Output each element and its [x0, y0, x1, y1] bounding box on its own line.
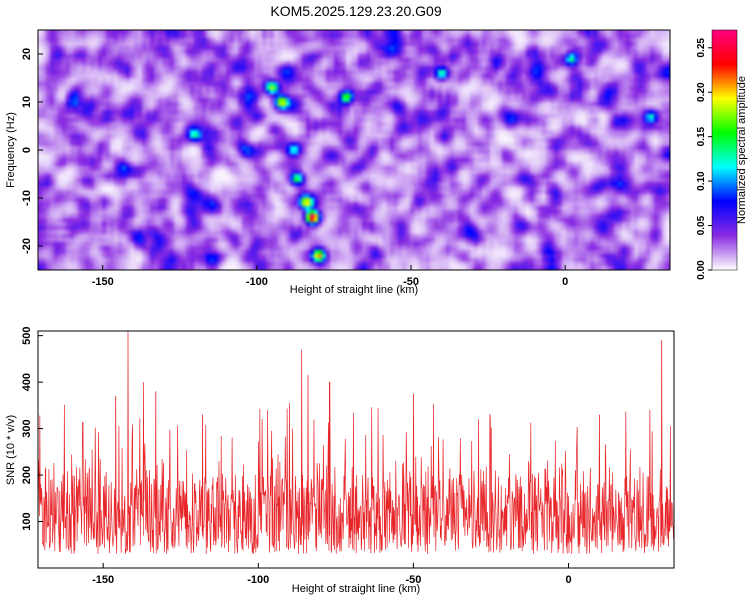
- colorbar-tick-label: 0.00: [696, 260, 707, 280]
- colorbar-scale: [711, 29, 738, 271]
- colorbar-tick-label: 0.05: [696, 215, 707, 235]
- snr-series-line: [38, 331, 674, 554]
- snr-x-tick-label: -50: [405, 574, 421, 586]
- spectrogram-y-ticks: 20 10 0 -10 -20: [21, 48, 43, 254]
- spectrogram-y-tick-label: -20: [21, 238, 33, 254]
- colorbar-tick-label: 0.25: [696, 38, 707, 58]
- snr-x-tick-label: -100: [247, 574, 269, 586]
- spectrogram-x-tick-label: -50: [403, 276, 419, 288]
- colorbar-tick-label: 0.20: [696, 82, 707, 102]
- snr-y-axis-label: SNR (10 * v/v): [5, 415, 17, 485]
- colorbar-tick-label: 0.10: [696, 171, 707, 191]
- snr-y-tick-label: 200: [21, 466, 33, 484]
- spectrogram-x-tick-label: -150: [92, 276, 114, 288]
- spectrogram-y-tick-label: -10: [21, 190, 33, 206]
- snr-y-tick-label: 500: [21, 326, 33, 344]
- spectrogram-panel: -150 -100 -50 0 20 10 0 -10 -20 Height of strai…: [5, 29, 671, 296]
- spectrogram-y-tick-label: 20: [21, 48, 33, 60]
- colorbar-label: Normalized spectral amplitude: [736, 76, 748, 224]
- snr-panel: -150 -100 -50 0 100 200 300 400 500 Height of s…: [5, 326, 675, 595]
- snr-x-ticks: -150 -100 -50 0: [92, 563, 572, 586]
- snr-x-tick-label: 0: [565, 574, 571, 586]
- spectrogram-y-axis-label: Frequency (Hz): [5, 112, 17, 188]
- figure-title: KOM5.2025.129.23.20.G09: [270, 3, 441, 19]
- snr-y-tick-label: 300: [21, 419, 33, 437]
- spectrogram-x-tick-label: 0: [562, 276, 568, 288]
- spectrogram-x-tick-label: -100: [246, 276, 268, 288]
- snr-frame: [37, 330, 675, 569]
- colorbar: 0.00 0.05 0.10 0.15 0.20 0.25 Normalized spec…: [696, 29, 748, 280]
- spectrogram-image: [38, 30, 670, 270]
- spectrogram-y-tick-label: 10: [21, 96, 33, 108]
- spectrogram-y-tick-label: 0: [21, 147, 33, 153]
- snr-x-tick-label: -150: [92, 574, 114, 586]
- snr-y-tick-label: 400: [21, 373, 33, 391]
- spectrogram-x-axis-label: Height of straight line (km): [290, 284, 418, 296]
- colorbar-tick-label: 0.15: [696, 126, 707, 146]
- snr-y-ticks: 100 200 300 400 500: [21, 326, 43, 531]
- colorbar-ticks: 0.00 0.05 0.10 0.15 0.20 0.25: [696, 38, 712, 280]
- spectrogram-x-ticks: -150 -100 -50 0: [92, 265, 568, 288]
- snr-y-tick-label: 100: [21, 512, 33, 530]
- snr-x-axis-label: Height of straight line (km): [292, 583, 420, 595]
